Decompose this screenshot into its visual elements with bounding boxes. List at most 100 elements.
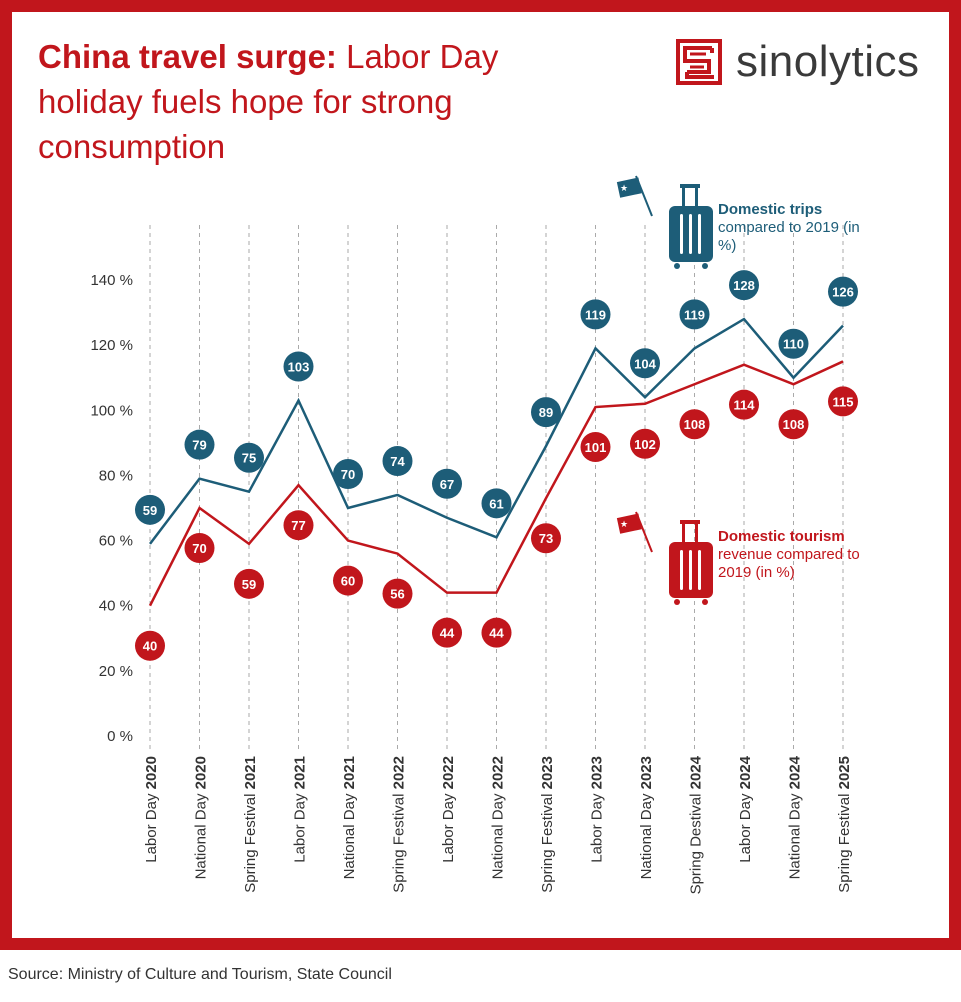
data-point-1 [184, 533, 215, 563]
data-point-1 [729, 389, 759, 420]
legend-revenue: Domestic tourism revenue compared to 201… [718, 528, 878, 582]
data-label-1: 114 [734, 398, 756, 413]
y-tick-label: 80 % [99, 467, 133, 484]
data-point-0 [481, 488, 512, 519]
data-point-0 [679, 299, 710, 330]
x-tick-label: National Day 2020 [193, 756, 210, 879]
revenue-suitcase-icon: ★ [616, 511, 713, 605]
data-point-1 [481, 617, 512, 648]
suitcase-handle-bar [695, 186, 698, 208]
flag [616, 177, 642, 198]
data-label-1: 101 [585, 440, 607, 455]
x-tick-label: Labor Day 2020 [143, 756, 160, 863]
suitcase-stripe [698, 550, 701, 590]
legend-trips: Domestic trips compared to 2019 (in %) [718, 201, 868, 255]
data-point-1 [580, 432, 611, 463]
suitcase-handle-bar [682, 186, 685, 208]
legend-revenue-title: Domestic tourism [718, 528, 845, 545]
data-label-0: 89 [539, 405, 553, 420]
data-point-0 [630, 348, 660, 379]
x-tick-label: Spring Festival 2022 [391, 756, 408, 893]
y-tick-label: 120 % [90, 337, 133, 354]
title-rest: Labor Day holiday fuels hope for strong … [38, 38, 499, 165]
suitcase-wheel [674, 263, 680, 269]
suitcase-stripe [689, 214, 692, 254]
series-line-1 [148, 360, 844, 607]
y-tick-label: 100 % [90, 402, 133, 419]
data-label-1: 102 [634, 437, 656, 452]
x-tick-label: National Day 2024 [787, 755, 804, 879]
data-label-1: 44 [489, 626, 504, 641]
suitcase-stripe [689, 550, 692, 590]
x-tick-label: National Day 2022 [490, 756, 507, 879]
data-label-0: 59 [143, 503, 157, 518]
data-point-0 [333, 459, 363, 489]
legend-revenue-subtitle: revenue compared to 2019 (in %) [718, 546, 860, 581]
suitcase-wheel [702, 599, 708, 605]
data-point-1 [333, 565, 363, 596]
x-tick-label: Labor Day 2024 [737, 755, 754, 862]
data-label-0: 104 [634, 356, 656, 371]
suitcase-handle-bar [695, 522, 698, 544]
suitcase-stripe [680, 214, 683, 254]
x-tick-label: Spring Festival 2025 [836, 756, 853, 893]
x-tick-label: Labor Day 2023 [589, 756, 606, 863]
data-point-1 [283, 510, 314, 541]
suitcase-wheel [674, 599, 680, 605]
y-tick-label: 20 % [99, 663, 133, 680]
suitcase-wheel [702, 263, 708, 269]
data-point-0 [531, 397, 561, 428]
line-chart: Labor Day 2020 National Day 2020 Spring Fe… [90, 175, 858, 894]
data-point-0 [234, 442, 264, 473]
data-label-0: 61 [489, 496, 503, 511]
x-tick-label: National Day 2023 [638, 756, 655, 879]
data-label-1: 59 [242, 577, 256, 592]
data-label-0: 110 [783, 337, 804, 352]
data-point-0 [729, 270, 759, 301]
data-label-1: 77 [291, 518, 305, 533]
data-label-0: 119 [585, 307, 606, 322]
data-label-0: 75 [242, 451, 256, 466]
x-tick-label: Labor Day 2022 [440, 756, 457, 863]
data-label-1: 40 [143, 639, 157, 654]
data-label-0: 128 [733, 278, 755, 293]
data-point-1 [679, 409, 710, 440]
data-point-0 [828, 276, 858, 307]
data-label-1: 56 [390, 587, 404, 602]
data-point-0 [382, 445, 413, 476]
data-point-0 [135, 494, 165, 525]
y-tick-label: 40 % [99, 598, 133, 615]
flag-star: ★ [620, 183, 628, 193]
suitcase-handle [680, 184, 700, 188]
data-label-1: 115 [833, 394, 854, 409]
data-label-1: 108 [684, 417, 706, 432]
x-tick-label: Spring Festival 2023 [539, 756, 556, 893]
y-tick-label: 140 % [90, 272, 133, 289]
chart-frame [0, 0, 961, 950]
flag-star: ★ [620, 519, 628, 529]
x-tick-label: Spring Festival 2021 [242, 756, 259, 893]
source-note: Source: Ministry of Culture and Tourism,… [8, 966, 392, 983]
data-point-0 [778, 328, 809, 359]
data-label-0: 70 [341, 467, 355, 482]
data-point-1 [382, 578, 413, 609]
data-label-1: 108 [783, 417, 805, 432]
chart-title: China travel surge: Labor Day holiday fu… [38, 34, 558, 169]
data-point-1 [432, 617, 462, 648]
flag [616, 513, 642, 534]
data-point-0 [283, 351, 314, 382]
x-tick-label: Spring Destival 2024 [688, 755, 705, 894]
data-point-1 [630, 428, 660, 459]
title-bold: China travel surge: [38, 38, 337, 75]
data-label-1: 60 [341, 574, 355, 589]
suitcase-stripe [698, 214, 701, 254]
sinolytics-logo-icon [676, 39, 722, 85]
data-label-0: 67 [440, 477, 454, 492]
trips-suitcase-icon: ★ [616, 175, 713, 269]
suitcase-handle [680, 520, 700, 524]
data-label-0: 79 [192, 438, 206, 453]
data-label-1: 70 [192, 541, 206, 556]
data-label-0: 126 [832, 285, 854, 300]
y-tick-label: 0 % [107, 728, 133, 745]
suitcase-stripe [680, 550, 683, 590]
